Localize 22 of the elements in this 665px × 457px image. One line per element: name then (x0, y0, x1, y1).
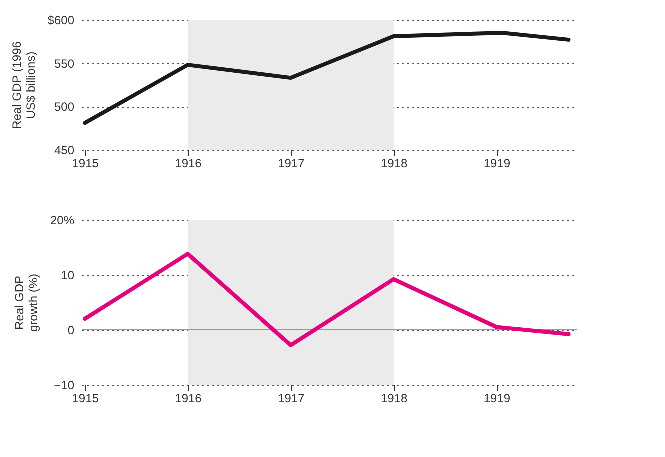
x-tick-label: 1919 (484, 392, 511, 406)
x-tick-label: 1918 (380, 156, 408, 170)
x-tick-label: 1915 (72, 156, 100, 170)
y-tick-label: −10 (54, 378, 75, 392)
y-tick-label: 20% (50, 214, 75, 228)
x-tick-label: 1918 (380, 392, 408, 406)
y-tick-label: 10 (61, 268, 75, 282)
y-tick-label: 0 (68, 324, 75, 338)
x-tick-label: 1915 (72, 392, 100, 406)
x-tick-label: 1917 (278, 392, 306, 406)
y-tick-label: 550 (54, 56, 75, 71)
y-tick-label: 450 (54, 144, 75, 158)
x-tick-label: 1916 (175, 156, 202, 170)
x-tick-label: 1917 (278, 156, 306, 170)
y-tick-label: $600 (48, 14, 75, 28)
y-axis-title: Real GDP (1996 US$ billions) (10, 41, 38, 130)
y-axis-title: Real GDP growth (%) (12, 274, 40, 332)
y-tick-label: 500 (54, 100, 75, 114)
line-series (83, 31, 571, 126)
line-series (83, 252, 571, 348)
x-tick-label: 1916 (175, 392, 202, 406)
x-tick-label: 1919 (484, 156, 511, 170)
